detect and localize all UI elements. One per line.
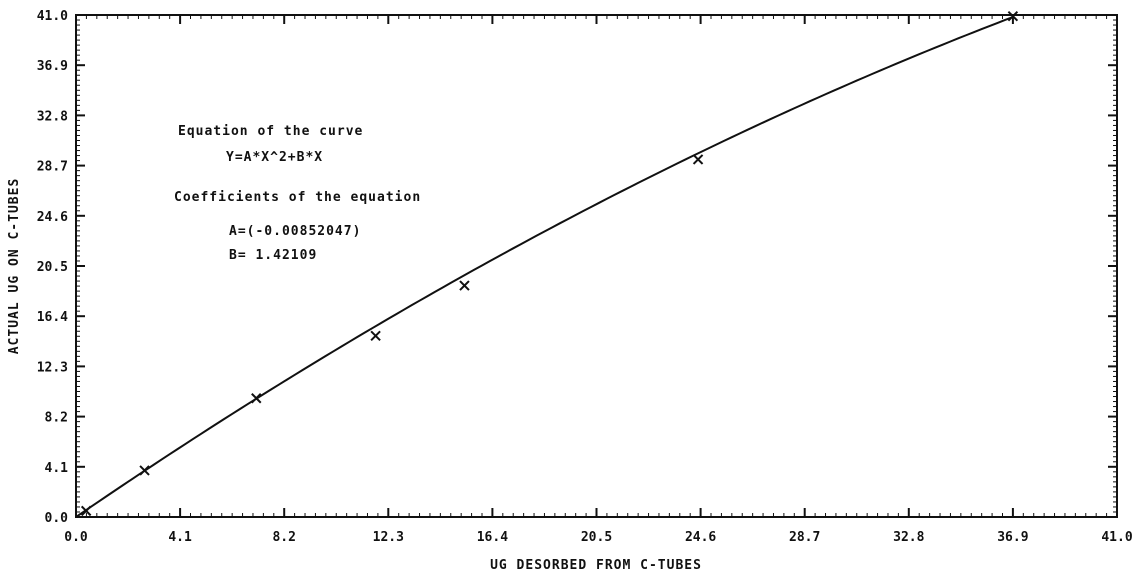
y-tick-label: 16.4 bbox=[37, 310, 68, 325]
equation-heading: Equation of the curve bbox=[178, 124, 363, 139]
y-tick-label: 41.0 bbox=[37, 9, 68, 24]
equation-formula: Y=A*X^2+B*X bbox=[226, 150, 323, 165]
y-tick-label: 20.5 bbox=[37, 260, 68, 275]
y-axis-title: ACTUAL UG ON C-TUBES bbox=[7, 178, 22, 355]
y-tick-label: 24.6 bbox=[37, 210, 68, 225]
data-point-marker bbox=[139, 465, 150, 476]
data-point-marker bbox=[251, 393, 262, 404]
y-tick-label: 28.7 bbox=[37, 160, 68, 175]
y-tick-label: 4.1 bbox=[45, 461, 69, 476]
x-tick-label: 4.1 bbox=[168, 530, 192, 545]
data-point-marker bbox=[1007, 11, 1019, 22]
y-tick-label: 0.0 bbox=[45, 511, 69, 526]
coefficients-heading: Coefficients of the equation bbox=[174, 190, 421, 205]
x-axis-ticks: 0.0 4.1 8.2 12.3 16.4 20.5 24.6 28.7 32.8 36.9 41.… bbox=[64, 15, 1133, 545]
x-tick-label: 36.9 bbox=[997, 530, 1028, 545]
y-tick-label: 8.2 bbox=[45, 411, 68, 426]
y-tick-label: 12.3 bbox=[37, 360, 68, 375]
plot-frame bbox=[75, 14, 1118, 518]
x-tick-label: 28.7 bbox=[789, 530, 820, 545]
x-tick-label: 0.0 bbox=[64, 530, 88, 545]
coefficient-b: B= 1.42109 bbox=[229, 248, 317, 263]
y-tick-label: 32.8 bbox=[37, 109, 68, 124]
x-tick-label: 20.5 bbox=[581, 530, 612, 545]
data-point-marker bbox=[80, 505, 92, 517]
y-tick-label: 36.9 bbox=[37, 59, 68, 74]
data-markers bbox=[80, 11, 1019, 517]
y-axis-ticks: 0.0 4.1 8.2 12.3 16.4 20.5 24.6 28.7 32.8 36.9 41.… bbox=[37, 9, 1117, 526]
x-tick-label: 8.2 bbox=[272, 530, 295, 545]
data-point-marker bbox=[692, 154, 704, 165]
x-tick-label: 16.4 bbox=[477, 530, 508, 545]
data-point-marker bbox=[459, 280, 470, 291]
data-point-marker bbox=[370, 330, 381, 341]
fit-curve-line bbox=[75, 16, 1014, 518]
x-axis-title: UG DESORBED FROM C-TUBES bbox=[490, 558, 702, 573]
coefficient-a: A=(-0.00852047) bbox=[229, 224, 361, 239]
x-tick-label: 24.6 bbox=[685, 530, 716, 545]
x-tick-label: 32.8 bbox=[893, 530, 924, 545]
x-tick-label: 41.0 bbox=[1101, 530, 1132, 545]
x-tick-label: 12.3 bbox=[373, 530, 404, 545]
